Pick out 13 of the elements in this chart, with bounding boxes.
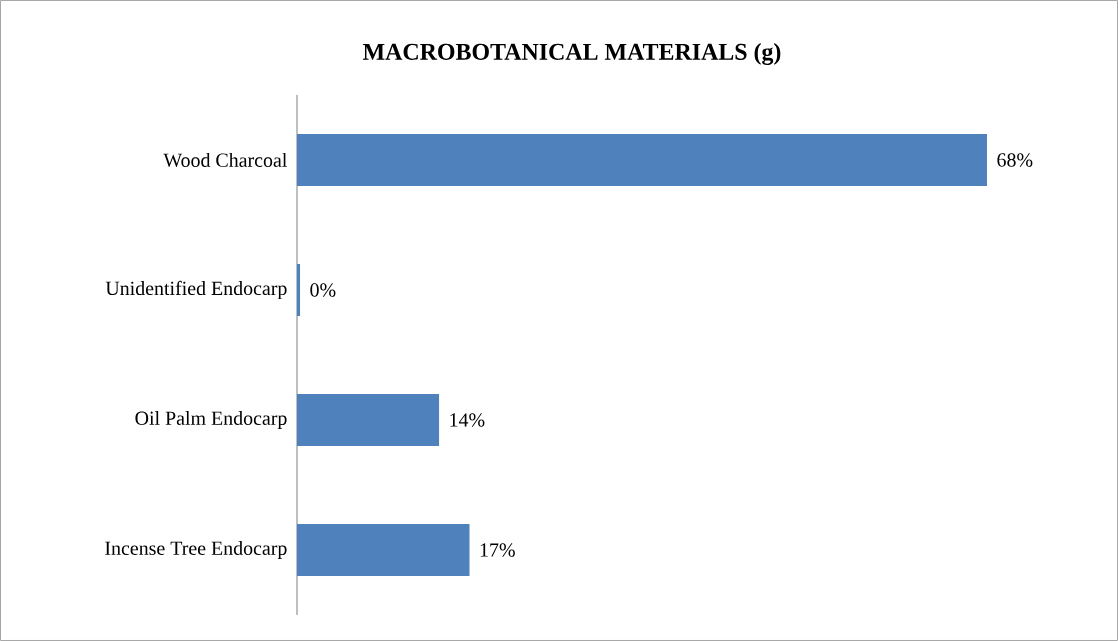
data-label: 0% <box>310 283 336 297</box>
bar <box>297 523 470 576</box>
data-label: 68% <box>997 153 1033 167</box>
y-tick-label: Unidentified Endocarp <box>105 280 287 300</box>
data-label: 17% <box>480 543 515 557</box>
data-label: 14% <box>450 413 485 427</box>
bar <box>297 133 988 186</box>
chart-title: MACROBOTANICAL MATERIALS (g) <box>362 43 781 65</box>
y-tick-label: Oil Palm Endocarp <box>135 410 287 430</box>
y-tick-label: Incense Tree Endocarp <box>105 540 287 560</box>
y-tick-label: Wood Charcoal <box>163 152 287 168</box>
bar <box>297 393 440 446</box>
bar <box>297 263 301 316</box>
